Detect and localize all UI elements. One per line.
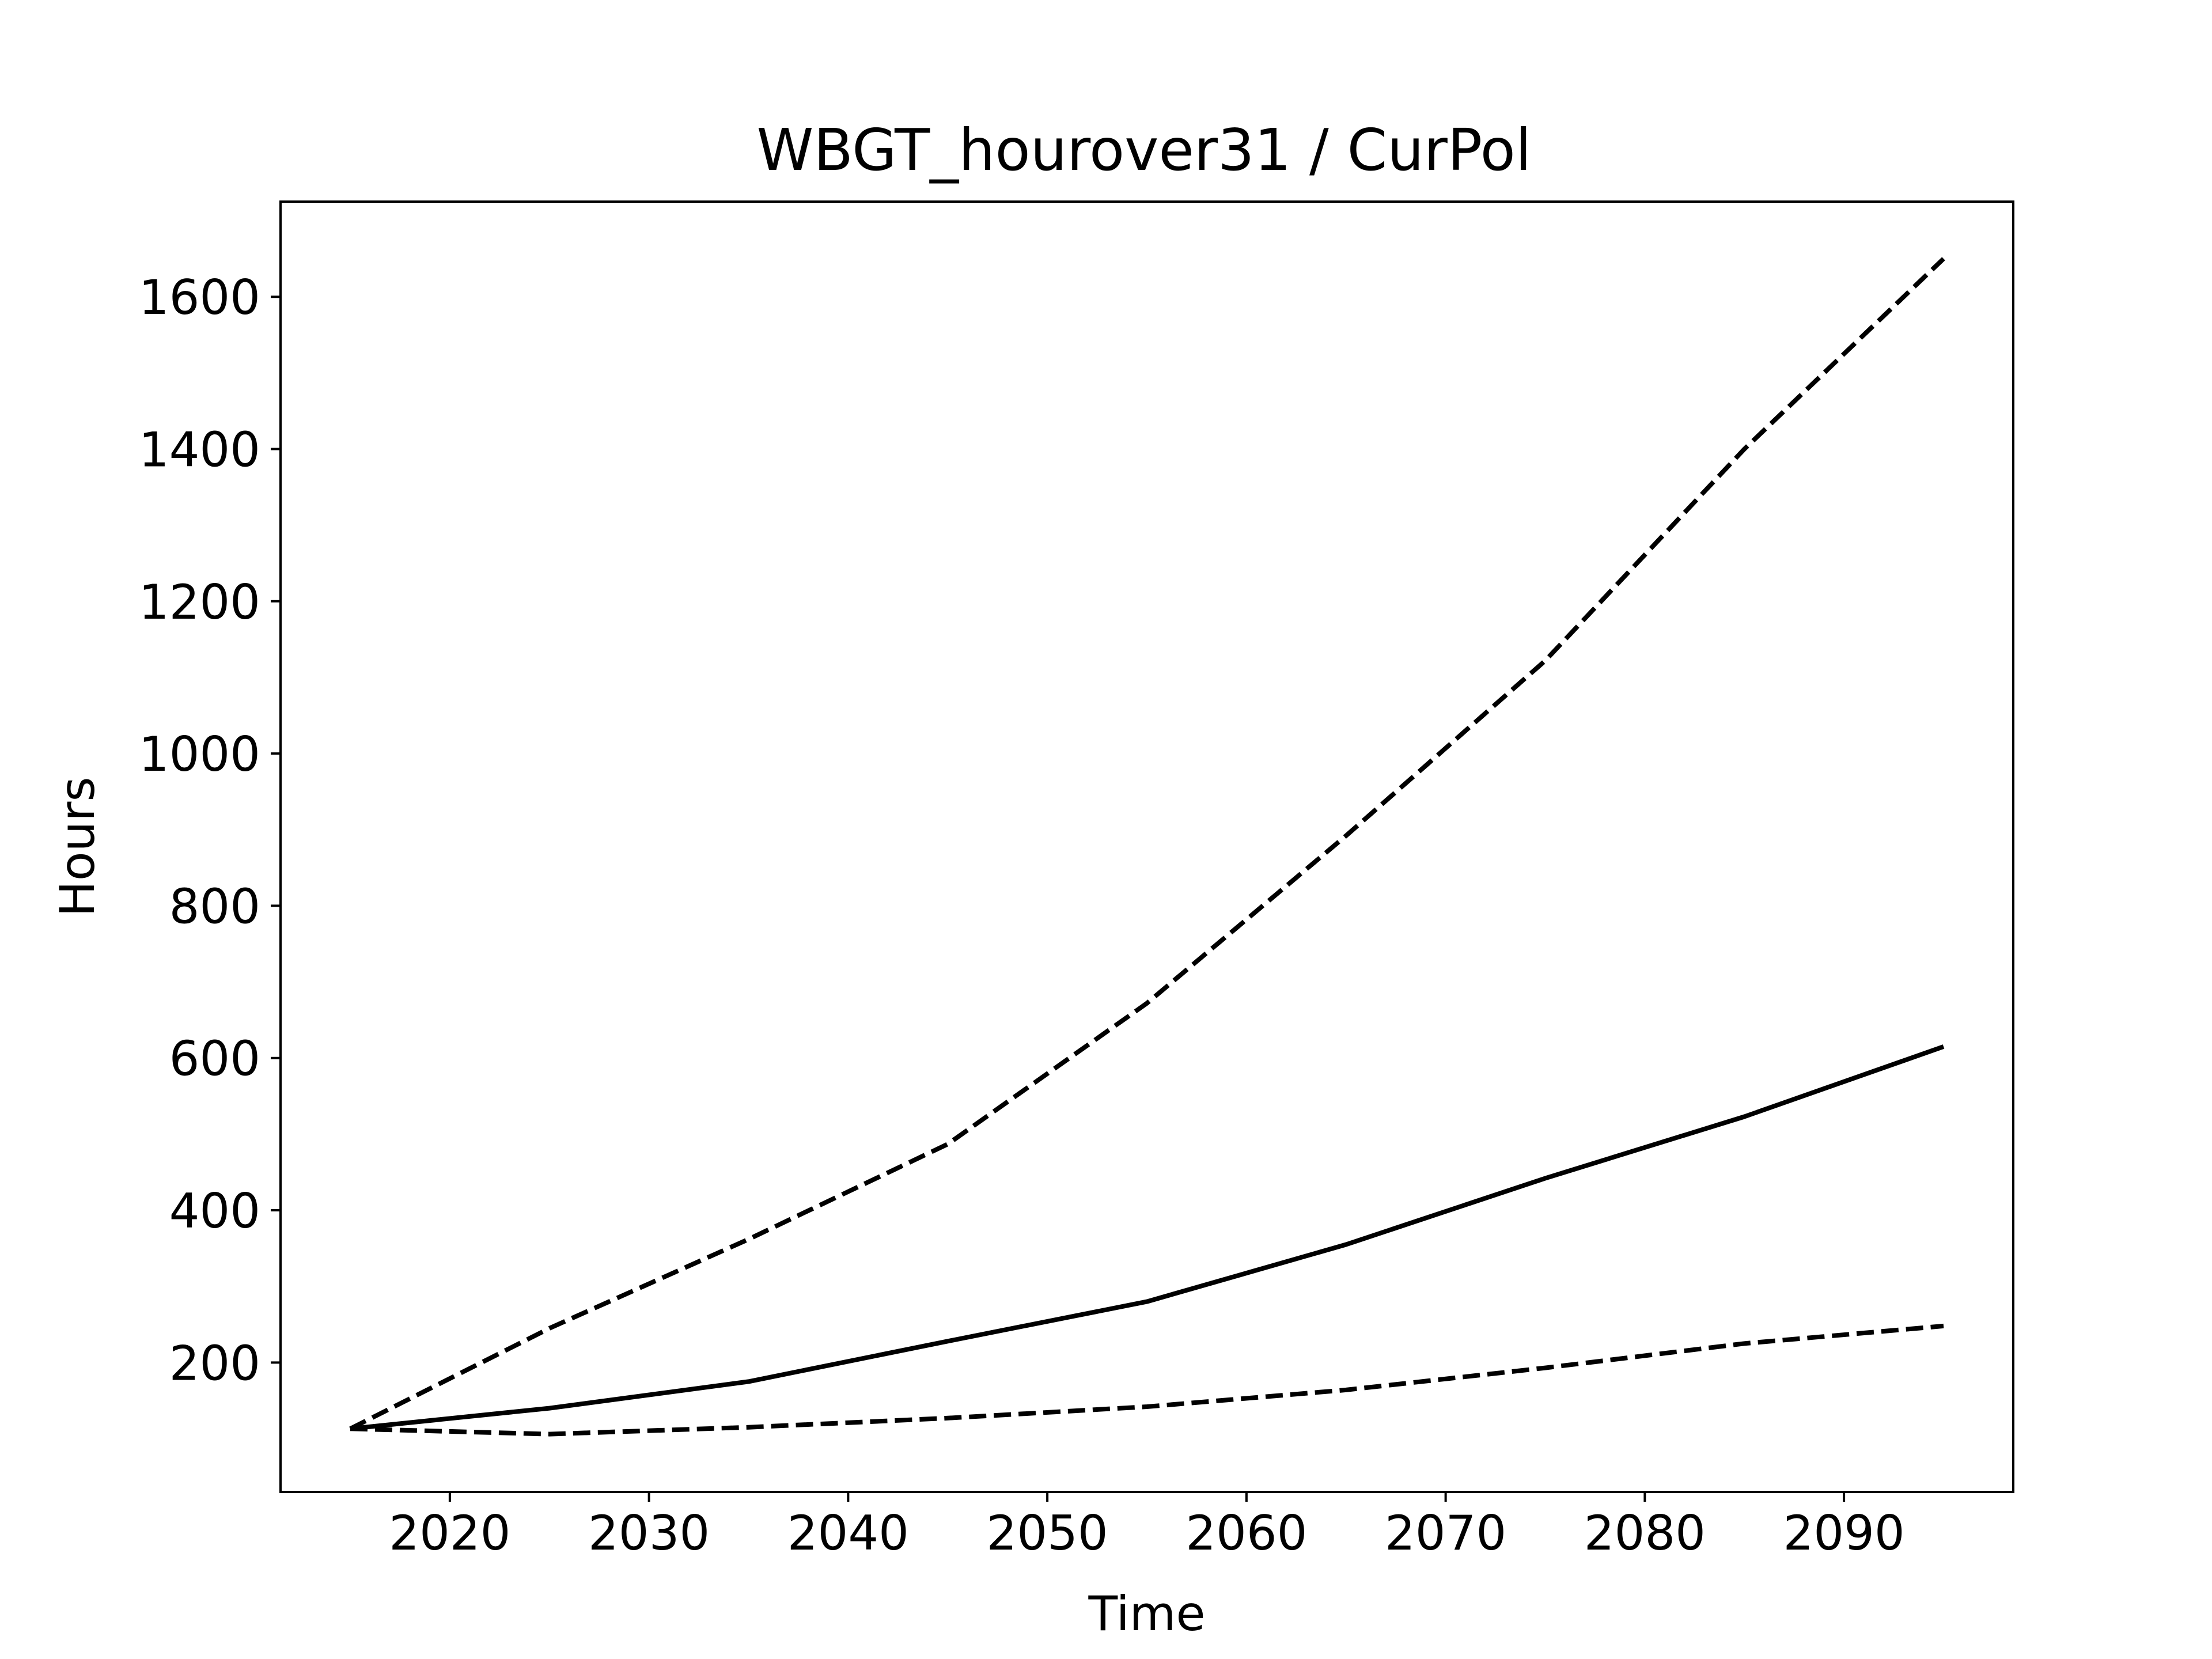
y-tick-label: 600: [169, 1031, 260, 1087]
y-tick-label: 400: [169, 1183, 260, 1239]
x-tick-label: 2030: [588, 1505, 710, 1561]
x-tick-label: 2060: [1185, 1505, 1307, 1561]
x-tick-label: 2080: [1584, 1505, 1706, 1561]
y-axis-label: Hours: [50, 777, 105, 916]
y-tick-label: 200: [169, 1335, 260, 1391]
x-tick-label: 2070: [1385, 1505, 1506, 1561]
series-line-3: [350, 1323, 1944, 1437]
plot-frame: [279, 200, 2014, 1493]
y-tick-label: 1200: [139, 574, 260, 630]
y-tick-label: 1600: [139, 270, 260, 325]
x-tick-label: 2090: [1783, 1505, 1904, 1561]
chart-title: WBGT_hourover31 / CurPol: [756, 116, 1531, 184]
x-axis-label: Time: [1088, 1586, 1205, 1642]
y-tick-label: 1000: [139, 726, 260, 782]
x-tick-label: 2040: [787, 1505, 909, 1561]
plot-series: [349, 257, 1945, 1437]
series-line-2: [350, 1044, 1945, 1431]
y-tick-label: 1400: [139, 422, 260, 478]
y-axis: 200 400 600 800 1000 1200 1400 1600: [139, 270, 281, 1391]
x-axis: 2020 2030 2040 2050 2060 2070 2080 2090: [389, 1492, 1905, 1561]
y-tick-label: 800: [169, 878, 260, 934]
x-tick-label: 2020: [389, 1505, 510, 1561]
series-line-1: [349, 257, 1945, 1431]
x-tick-label: 2050: [987, 1505, 1108, 1561]
